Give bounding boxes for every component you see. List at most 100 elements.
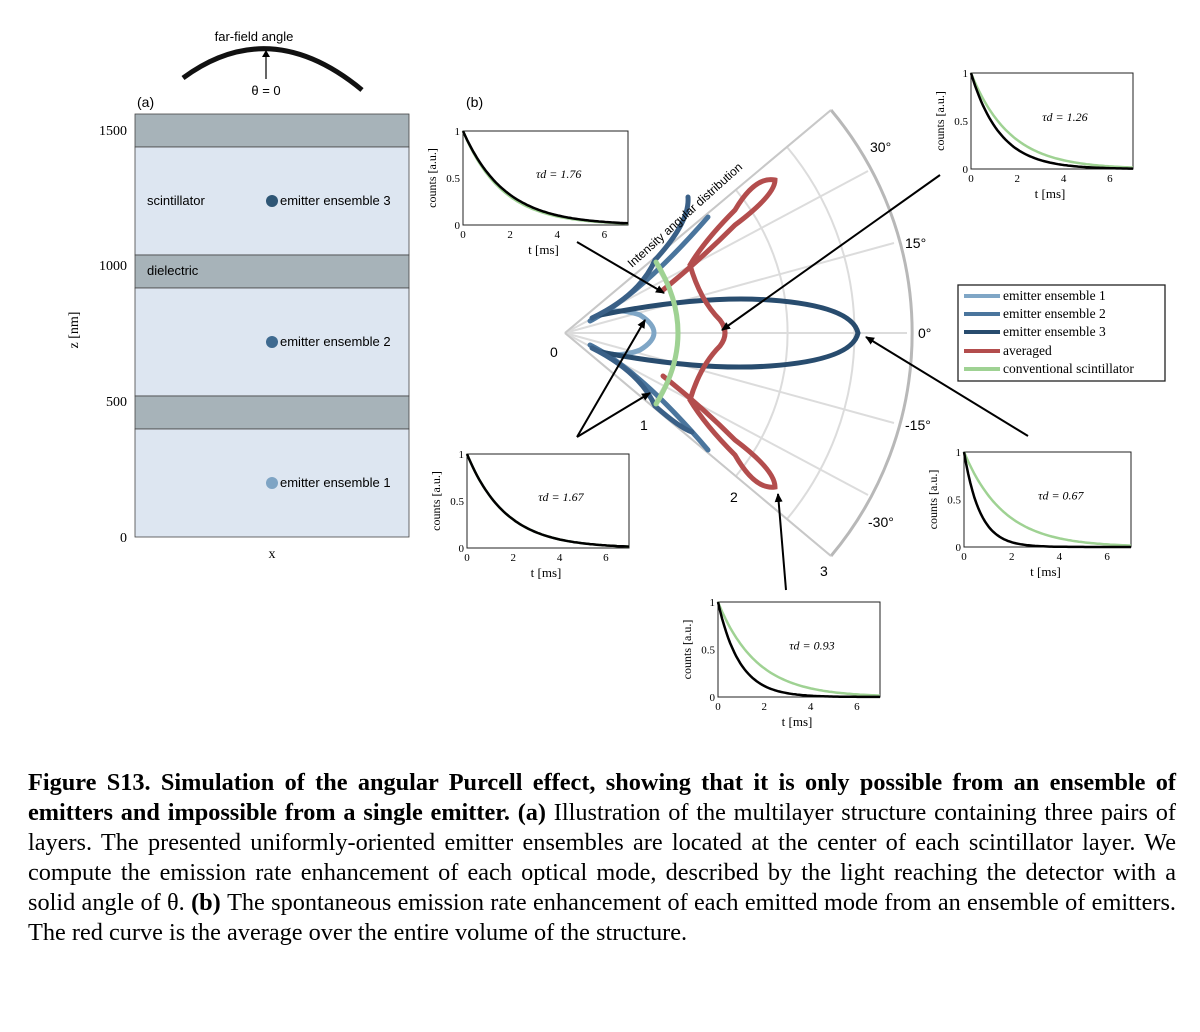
legend-label: emitter ensemble 2 xyxy=(1003,306,1106,321)
decay-inset-4: 1 0.5 00 2 4 6 t [ms] counts [a.u.] τd = 0.67 xyxy=(926,447,1132,579)
inset-x-tick: 0 xyxy=(961,551,967,563)
radial-label: 0 xyxy=(550,344,558,360)
inset-y-label: counts [a.u.] xyxy=(425,148,439,208)
z-tick: 500 xyxy=(106,395,127,410)
emitter-dot-3 xyxy=(266,195,278,207)
decay-curve xyxy=(716,601,880,699)
arrow xyxy=(576,392,651,438)
decay-inset-5: 1 0.5 00 2 4 6 t [ms] counts [a.u.] τd = 0.93 xyxy=(680,597,881,729)
z-axis-label: z [nm] xyxy=(67,312,82,349)
curve-conventional xyxy=(653,259,681,407)
inset-y-label: counts [a.u.] xyxy=(933,91,947,151)
reference-decay-curve xyxy=(716,601,881,697)
panel-b: (b) 30° 15° 0° -15° xyxy=(466,94,1166,591)
caption-b-text: The spontaneous emission rate enhancemen… xyxy=(28,889,1177,946)
emitter-dot-1 xyxy=(266,477,278,489)
radial-label: 2 xyxy=(730,489,738,505)
arrows xyxy=(576,174,1029,591)
inset-x-tick: 4 xyxy=(1057,551,1063,563)
radial-label: 1 xyxy=(640,417,648,433)
angle-label: 30° xyxy=(870,139,891,155)
angle-label: 15° xyxy=(905,235,926,251)
inset-y-tick: 0.5 xyxy=(954,116,968,128)
inset-y-tick: 1 xyxy=(459,449,465,461)
caption-a-label: (a) xyxy=(517,799,547,826)
arrow xyxy=(774,493,787,591)
inset-x-tick: 2 xyxy=(1009,551,1015,563)
inset-x-label: t [ms] xyxy=(782,714,813,729)
arrow xyxy=(865,336,1029,437)
inset-y-label: counts [a.u.] xyxy=(429,471,443,531)
inset-x-tick: 6 xyxy=(1107,173,1113,185)
figure-caption: Figure S13. Simulation of the angular Pu… xyxy=(28,768,1176,948)
emitter-dot-2 xyxy=(266,336,278,348)
inset-y-label: counts [a.u.] xyxy=(680,620,694,680)
curve-emitter-3 xyxy=(597,296,861,370)
inset-x-tick: 2 xyxy=(762,701,768,713)
figure-s13: (a) far-field angle θ = 0 1500 1000 500 … xyxy=(67,29,1166,729)
caption-b-label: (b) xyxy=(191,889,221,916)
inset-y-tick: 0 xyxy=(455,220,461,232)
panel-b-label: (b) xyxy=(466,94,483,110)
legend-label: emitter ensemble 3 xyxy=(1003,324,1106,339)
inset-x-label: t [ms] xyxy=(531,565,562,580)
inset-y-tick: 0.5 xyxy=(446,173,460,185)
layer-dielectric-middle xyxy=(134,254,410,289)
arrow xyxy=(576,319,646,438)
decay-curve xyxy=(969,72,1133,170)
emitter-label-1: emitter ensemble 1 xyxy=(280,475,391,490)
inset-y-tick: 0 xyxy=(963,164,969,176)
reference-decay-curve xyxy=(969,72,1133,169)
inset-tau-label: τd = 1.76 xyxy=(536,167,581,181)
inset-x-tick: 6 xyxy=(602,229,608,241)
z-tick: 1000 xyxy=(99,259,127,274)
angle-label: -15° xyxy=(905,417,931,433)
radial-label: 3 xyxy=(820,563,828,579)
inset-tau-label: τd = 1.67 xyxy=(538,490,584,504)
theta-arrow-head xyxy=(262,50,270,57)
inset-x-tick: 4 xyxy=(557,552,563,564)
inset-y-tick: 1 xyxy=(956,447,962,459)
inset-y-tick: 1 xyxy=(963,68,969,80)
layer-dielectric-bottom xyxy=(134,395,410,430)
decay-inset-2: 1 0.5 00 2 4 6 t [ms] counts [a.u.] τd = 1.26 xyxy=(933,68,1134,201)
caption-a-text: Illustration of the multilayer structure… xyxy=(28,799,1176,916)
angle-label: 0° xyxy=(918,325,931,341)
decay-inset-1: 1 0.5 00 2 4 6 t [ms] counts [a.u.] τd = 1.76 xyxy=(425,126,629,257)
far-field-arc xyxy=(181,46,364,92)
inset-y-tick: 1 xyxy=(710,597,716,609)
legend-label: conventional scintillator xyxy=(1003,361,1134,376)
z-tick: 0 xyxy=(120,531,127,546)
inset-x-tick: 0 xyxy=(715,701,721,713)
inset-x-tick: 2 xyxy=(511,552,517,564)
curve-averaged xyxy=(660,177,778,490)
inset-x-label: t [ms] xyxy=(1035,186,1066,201)
inset-y-tick: 0 xyxy=(459,543,465,555)
inset-x-tick: 0 xyxy=(460,229,466,241)
decay-inset-3: 1 0.5 00 2 4 6 t [ms] counts [a.u.] τd = 1.67 xyxy=(429,449,630,580)
polar-edge-bottom xyxy=(564,332,832,557)
inset-x-tick: 0 xyxy=(464,552,470,564)
inset-x-tick: 2 xyxy=(1015,173,1021,185)
inset-y-tick: 0 xyxy=(956,542,962,554)
layer-dielectric-top xyxy=(134,113,410,148)
inset-x-tick: 6 xyxy=(603,552,609,564)
far-field-label: far-field angle xyxy=(215,29,294,44)
arrow xyxy=(576,241,665,294)
inset-x-label: t [ms] xyxy=(1030,564,1061,579)
inset-y-tick: 0.5 xyxy=(947,495,961,507)
inset-y-tick: 0 xyxy=(710,692,716,704)
theta-label: θ = 0 xyxy=(251,83,280,98)
panel-a: (a) far-field angle θ = 0 1500 1000 500 … xyxy=(67,29,410,562)
inset-y-tick: 1 xyxy=(455,126,461,138)
inset-y-label: counts [a.u.] xyxy=(926,470,940,530)
decay-curve xyxy=(461,130,629,225)
scintillator-label: scintillator xyxy=(147,193,205,208)
inset-tau-label: τd = 0.67 xyxy=(1038,489,1084,503)
polar-edge-top xyxy=(564,109,832,334)
legend-label: emitter ensemble 1 xyxy=(1003,288,1106,303)
inset-tau-label: τd = 0.93 xyxy=(789,639,834,653)
reference-decay-curve xyxy=(962,451,1132,547)
inset-x-tick: 0 xyxy=(968,173,974,185)
inset-x-tick: 4 xyxy=(555,229,561,241)
